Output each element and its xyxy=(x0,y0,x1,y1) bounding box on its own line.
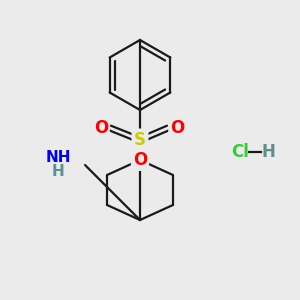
Text: O: O xyxy=(94,119,108,137)
Text: O: O xyxy=(170,119,184,137)
Text: NH: NH xyxy=(45,151,71,166)
Text: H: H xyxy=(52,164,64,179)
Text: O: O xyxy=(133,151,147,169)
Text: H: H xyxy=(261,143,275,161)
Text: S: S xyxy=(134,131,146,149)
Text: Cl: Cl xyxy=(231,143,249,161)
